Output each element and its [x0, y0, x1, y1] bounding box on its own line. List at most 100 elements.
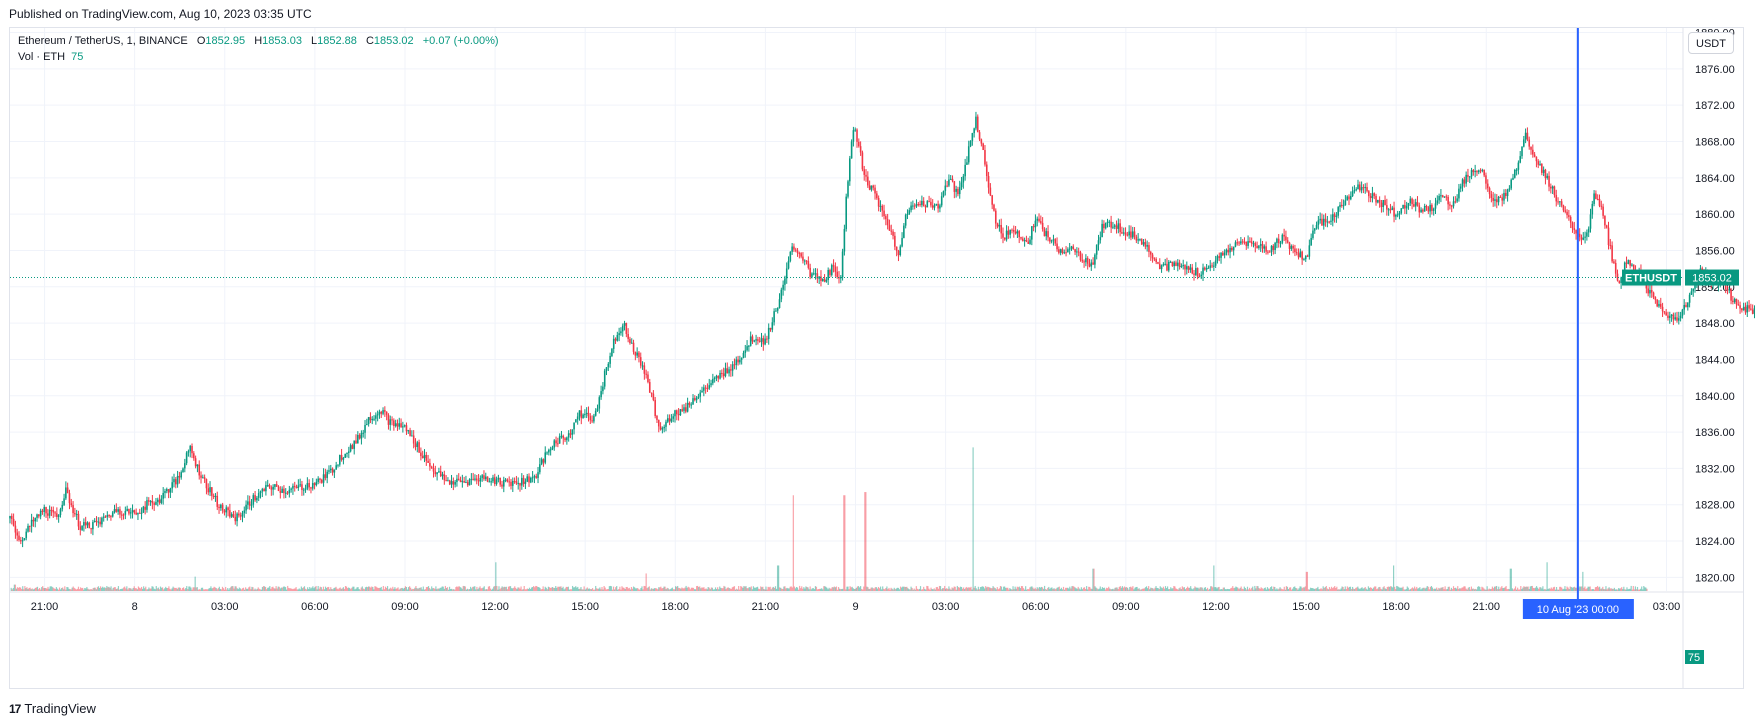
volume-bar	[718, 589, 720, 591]
candle-body	[679, 409, 682, 416]
volume-bar	[1098, 588, 1100, 591]
volume-bar	[908, 589, 910, 591]
candle-body	[928, 201, 930, 203]
candle-body	[1625, 262, 1628, 264]
candle-body	[23, 538, 26, 541]
volume-bar	[1361, 587, 1363, 591]
candle-body	[757, 339, 759, 341]
volume-bar	[544, 586, 546, 591]
candle-body	[86, 522, 89, 526]
volume-bar	[131, 589, 133, 591]
volume-bar	[477, 589, 479, 591]
candle-body	[1535, 156, 1538, 162]
volume-bar	[893, 587, 895, 591]
volume-bar	[501, 586, 503, 591]
volume-bar	[1549, 588, 1551, 591]
volume-bar	[365, 586, 368, 591]
candle-body	[735, 359, 738, 365]
volume-bar	[319, 586, 321, 591]
volume-bar	[1462, 587, 1464, 591]
candle-body	[609, 355, 611, 364]
volume-bar	[1528, 588, 1530, 591]
volume-bar	[1464, 586, 1466, 591]
volume-bar	[1440, 587, 1442, 591]
candle-body	[474, 478, 476, 480]
volume-bar	[1320, 588, 1322, 591]
volume-bar	[1028, 589, 1030, 591]
volume-bar	[1153, 589, 1155, 591]
volume-bar	[1273, 586, 1275, 591]
candle-body	[156, 499, 159, 502]
volume-bar	[46, 588, 48, 591]
candle-body	[876, 193, 878, 199]
volume-bar	[1491, 586, 1494, 591]
volume-bar	[90, 589, 92, 591]
candle-body	[1750, 308, 1752, 310]
candle-body	[218, 506, 220, 509]
candle-body	[888, 225, 891, 231]
candle-body	[1441, 195, 1444, 198]
candle-body	[77, 513, 80, 527]
candle-body	[1504, 192, 1507, 197]
footer-brand[interactable]: 17 TradingView	[9, 701, 96, 716]
volume-bar	[741, 586, 743, 591]
candle-body	[221, 504, 224, 511]
volume-bar	[1071, 586, 1073, 591]
candle-body	[681, 409, 684, 411]
candle-body	[232, 514, 235, 517]
candle-body	[1692, 288, 1695, 292]
candle-body	[558, 436, 561, 444]
volume-bar	[876, 588, 879, 591]
volume-bar	[502, 587, 504, 591]
candle-body	[465, 482, 467, 484]
candle-body	[899, 246, 902, 256]
volume-bar	[747, 588, 749, 591]
volume-bar	[436, 589, 438, 591]
volume-bar	[1502, 588, 1504, 591]
candle-body	[585, 412, 588, 415]
candle-body	[293, 485, 296, 487]
volume-bar	[443, 588, 445, 591]
candle-body	[439, 471, 442, 477]
volume-bar	[1055, 588, 1057, 591]
volume-bar	[700, 588, 702, 591]
volume-bar	[890, 587, 892, 591]
volume-bar	[693, 589, 696, 591]
candle-body	[1344, 200, 1347, 206]
volume-bar	[1476, 589, 1478, 591]
volume-bar	[875, 587, 877, 591]
volume-bar	[1522, 587, 1524, 591]
volume-bar	[1344, 586, 1346, 591]
volume-bar	[904, 586, 906, 591]
volume-bar	[864, 492, 866, 591]
volume-bar	[1353, 588, 1355, 591]
candle-body	[1018, 231, 1021, 238]
candle-body	[1130, 231, 1132, 238]
volume-bar	[138, 587, 141, 591]
volume-bar	[1358, 588, 1360, 591]
volume-bar	[771, 587, 773, 591]
candle-body	[643, 365, 646, 374]
volume-bar	[207, 589, 209, 591]
volume-bar	[1575, 587, 1578, 591]
currency-button[interactable]: USDT	[1688, 32, 1734, 54]
candle-body	[686, 402, 689, 412]
volume-bar	[1000, 586, 1003, 591]
volume-bar	[29, 587, 31, 591]
volume-bar	[467, 589, 470, 591]
candle-body	[247, 501, 249, 505]
candle-body	[443, 474, 446, 481]
candle-body	[694, 398, 696, 401]
volume-bar	[1603, 589, 1605, 591]
volume-bar	[28, 588, 30, 591]
candle-body	[794, 249, 797, 251]
candle-body	[1694, 283, 1696, 289]
volume-bar	[1517, 587, 1519, 591]
volume-bar	[258, 588, 260, 591]
volume-bar	[803, 587, 805, 591]
candle-body	[1195, 268, 1197, 275]
candle-body	[868, 185, 871, 190]
volume-bar	[560, 586, 562, 591]
volume-bar	[1141, 588, 1143, 591]
